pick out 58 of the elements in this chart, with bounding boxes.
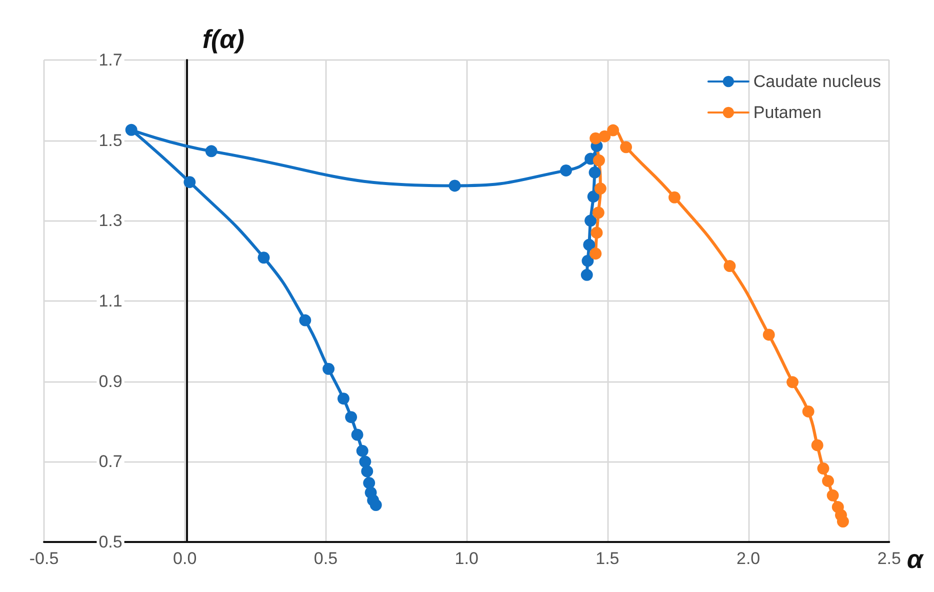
point <box>584 214 597 227</box>
point <box>811 439 824 452</box>
point <box>363 476 376 489</box>
point <box>125 124 138 136</box>
y-axis-title: f(α) <box>202 24 244 54</box>
point <box>822 474 834 487</box>
legend-label: Caudate nucleus <box>753 72 881 91</box>
point <box>361 465 374 478</box>
point <box>607 124 620 136</box>
point <box>580 268 593 281</box>
y-tick-label: 1.1 <box>98 292 122 310</box>
point <box>560 164 572 176</box>
point <box>594 182 606 195</box>
x-axis-title: α <box>906 544 925 574</box>
point <box>590 248 602 260</box>
y-tick-label: 0.9 <box>98 372 122 391</box>
point <box>724 260 736 272</box>
point <box>592 206 604 219</box>
x-tick-label: 1.5 <box>596 549 620 568</box>
point <box>583 238 596 251</box>
point <box>762 328 775 341</box>
y-tick-label: 1.7 <box>98 50 122 70</box>
x-tick-label: 0.5 <box>314 549 338 568</box>
y-tick-label: 0.7 <box>98 452 122 472</box>
point <box>258 252 270 264</box>
point <box>205 145 218 158</box>
point <box>359 456 372 468</box>
y-tick-label: 0.5 <box>98 532 122 552</box>
point <box>786 376 799 388</box>
point <box>802 405 814 418</box>
x-tick-label: 2.5 <box>877 549 901 568</box>
point <box>322 362 335 375</box>
point <box>832 501 844 514</box>
point <box>351 428 364 441</box>
point <box>588 166 601 178</box>
point <box>620 141 632 154</box>
point <box>590 132 602 144</box>
y-tick-label: 1.5 <box>98 130 122 150</box>
point <box>590 226 603 239</box>
legend-label: Putamen <box>753 103 822 122</box>
point <box>668 191 680 204</box>
point <box>337 392 350 405</box>
x-tick-label: 0.0 <box>173 549 197 568</box>
point <box>345 411 358 424</box>
y-tick-label: 1.3 <box>98 211 122 230</box>
point <box>184 176 196 188</box>
point <box>593 154 605 166</box>
point <box>587 190 600 203</box>
point <box>364 486 377 499</box>
x-tick-label: 2.0 <box>736 549 760 568</box>
point <box>817 462 830 474</box>
x-tick-label: -0.5 <box>29 549 59 568</box>
point <box>299 314 312 326</box>
point <box>448 180 461 192</box>
x-tick-label: 1.0 <box>454 549 478 568</box>
point <box>826 489 839 502</box>
point <box>582 254 594 267</box>
point <box>356 444 368 457</box>
